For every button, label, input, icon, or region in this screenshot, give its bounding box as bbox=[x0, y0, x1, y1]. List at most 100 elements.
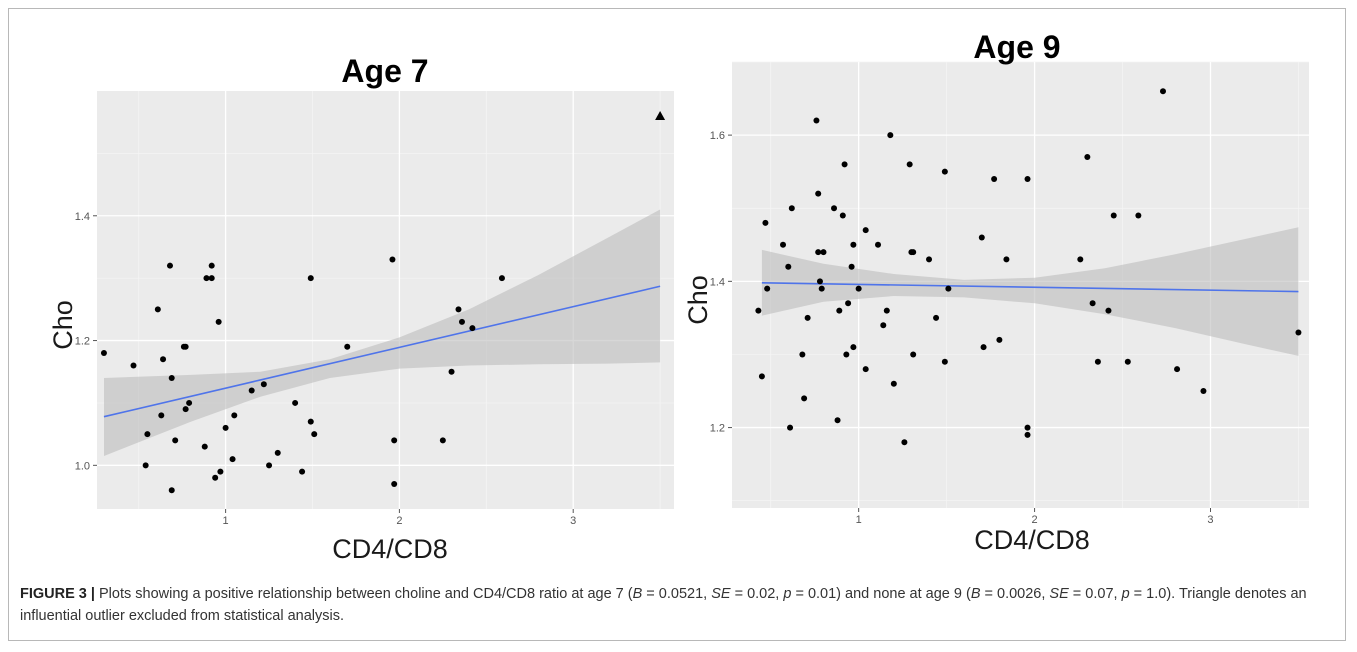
data-point bbox=[166, 262, 173, 269]
data-point bbox=[182, 343, 189, 350]
data-point bbox=[182, 406, 189, 413]
data-point bbox=[941, 168, 948, 175]
plot-layer: 1 2 3 1.0 1.2 1.4 bbox=[75, 91, 674, 527]
data-point bbox=[299, 468, 306, 475]
plot-layer: 1 2 3 1.2 1.4 1.6 bbox=[710, 61, 1309, 526]
data-point bbox=[862, 366, 869, 373]
data-point bbox=[906, 161, 913, 168]
data-point bbox=[203, 275, 210, 282]
data-point bbox=[448, 368, 455, 375]
data-point bbox=[780, 241, 787, 248]
data-point bbox=[1024, 175, 1031, 182]
x-tick-label: 1 bbox=[856, 514, 862, 526]
data-point bbox=[168, 374, 175, 381]
data-point bbox=[498, 275, 505, 282]
data-point bbox=[843, 351, 850, 358]
data-point bbox=[248, 387, 255, 394]
data-point bbox=[910, 351, 917, 358]
data-point bbox=[292, 399, 299, 406]
x-tick-label: 2 bbox=[1032, 514, 1038, 526]
data-point bbox=[839, 212, 846, 219]
data-point bbox=[801, 395, 808, 402]
data-point bbox=[933, 314, 940, 321]
data-point bbox=[154, 306, 161, 313]
data-point bbox=[850, 241, 857, 248]
data-point bbox=[455, 306, 462, 313]
data-point bbox=[1135, 212, 1142, 219]
y-tick-label: 1.2 bbox=[710, 423, 725, 435]
confidence-band bbox=[761, 227, 1299, 356]
y-tick-label: 1.6 bbox=[710, 130, 725, 142]
caption-text-run: = 0.01) and none at age 9 ( bbox=[791, 586, 971, 602]
data-point bbox=[307, 275, 314, 282]
chart-title-age-9: Age 9 bbox=[973, 29, 1060, 65]
x-axis-label-age-7: CD4/CD8 bbox=[332, 534, 448, 564]
data-point bbox=[217, 468, 224, 475]
data-point bbox=[991, 175, 998, 182]
data-point bbox=[311, 431, 318, 438]
y-tick-label: 1.2 bbox=[75, 336, 90, 348]
data-point bbox=[130, 362, 137, 369]
data-point bbox=[469, 325, 476, 332]
data-point bbox=[208, 262, 215, 269]
data-point bbox=[1110, 212, 1117, 219]
caption-text-run: = 0.0026, bbox=[980, 586, 1050, 602]
caption-italic-symbol: B bbox=[632, 586, 643, 602]
data-point bbox=[1105, 307, 1112, 314]
data-point bbox=[215, 318, 222, 325]
caption-text-run: = 0.07, bbox=[1068, 586, 1122, 602]
data-point bbox=[820, 249, 827, 256]
caption-text-run: Plots showing a positive relationship be… bbox=[94, 586, 633, 602]
y-axis-label-age-7: Cho bbox=[48, 300, 78, 350]
data-point bbox=[307, 418, 314, 425]
data-point bbox=[755, 307, 762, 314]
data-point bbox=[100, 350, 107, 357]
confidence-band bbox=[104, 209, 661, 456]
caption-italic-symbol: p bbox=[1121, 586, 1130, 602]
data-point bbox=[1024, 431, 1031, 438]
caption-italic-symbol: SE bbox=[711, 586, 731, 602]
data-point bbox=[816, 278, 823, 285]
figure-frame bbox=[8, 8, 1346, 641]
data-point bbox=[144, 431, 151, 438]
data-point bbox=[260, 381, 267, 388]
data-point bbox=[978, 234, 985, 241]
data-point bbox=[945, 285, 952, 292]
caption-italic-symbol: B bbox=[970, 586, 981, 602]
data-point bbox=[222, 424, 229, 431]
data-point bbox=[845, 300, 852, 307]
data-point bbox=[1174, 366, 1181, 373]
caption-text-run: = 1.0). Triangle denotes an influential … bbox=[20, 586, 1307, 624]
data-point bbox=[850, 344, 857, 351]
data-point bbox=[841, 161, 848, 168]
data-point bbox=[996, 336, 1003, 343]
data-point bbox=[458, 318, 465, 325]
chart-age-7: 1 2 3 1.0 1.2 1.4 Age 7 CD4/CD8 Cho bbox=[48, 53, 674, 564]
data-point bbox=[764, 285, 771, 292]
data-point bbox=[887, 132, 894, 139]
data-point bbox=[212, 474, 219, 481]
data-point bbox=[785, 263, 792, 270]
caption-italic-symbol: SE bbox=[1049, 586, 1069, 602]
chart-age-9: 1 2 3 1.2 1.4 1.6 Age 9 CD4/CD8 Cho bbox=[683, 29, 1309, 555]
data-point bbox=[158, 412, 165, 419]
data-point bbox=[848, 263, 855, 270]
data-point bbox=[788, 205, 795, 212]
figure-label: FIGURE 3 | bbox=[20, 586, 95, 602]
data-point bbox=[880, 322, 887, 329]
data-point bbox=[1003, 256, 1010, 263]
data-point bbox=[1295, 329, 1302, 336]
figure-plots: 1 2 3 1.0 1.2 1.4 Age 7 CD4/CD8 Cho 1 2 3 1.2 1.4… bbox=[48, 29, 1309, 564]
data-point bbox=[1200, 388, 1207, 395]
data-point bbox=[439, 437, 446, 444]
data-point bbox=[208, 275, 215, 282]
data-point bbox=[787, 424, 794, 431]
chart-title-age-7: Age 7 bbox=[341, 53, 428, 89]
data-point bbox=[862, 227, 869, 234]
data-point bbox=[142, 462, 149, 469]
data-point bbox=[910, 249, 917, 256]
data-point bbox=[804, 314, 811, 321]
data-point bbox=[875, 241, 882, 248]
data-point bbox=[231, 412, 238, 419]
regression-line bbox=[761, 282, 1299, 293]
